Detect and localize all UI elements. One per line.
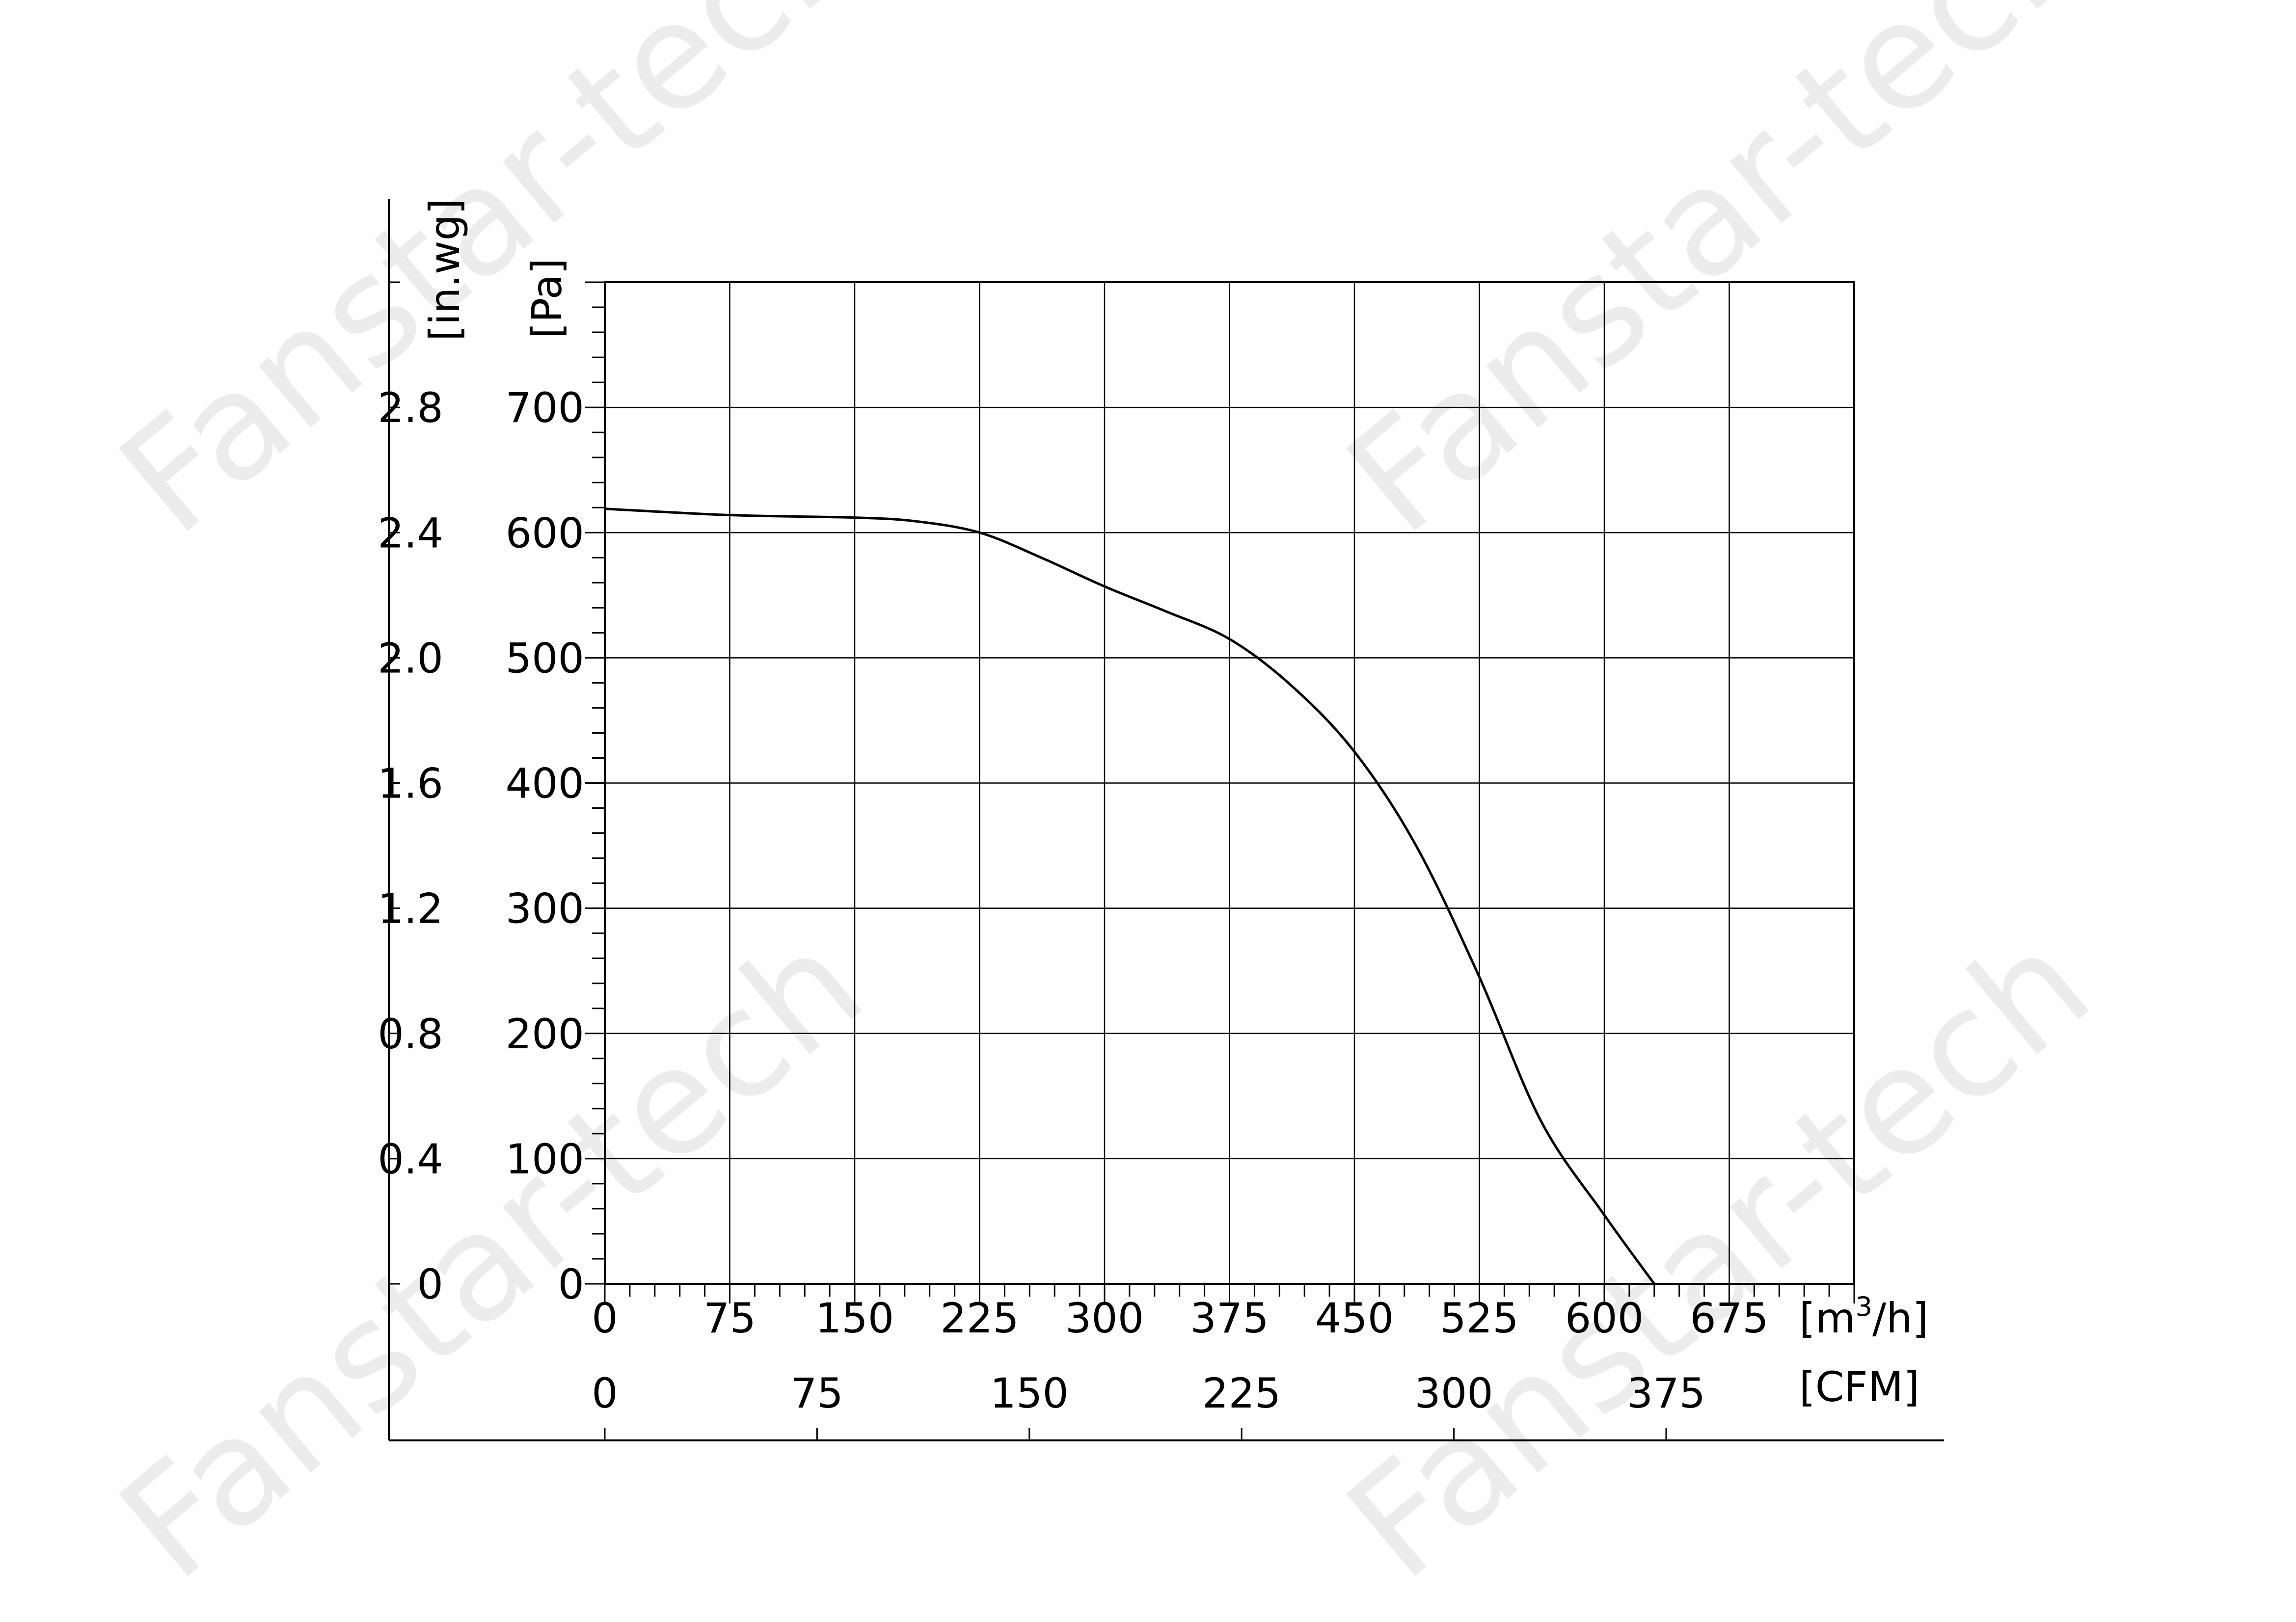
y-tick-label-pa: 600 (506, 509, 584, 557)
grid (605, 282, 1854, 1284)
x-tick-label-m3h: 375 (1190, 1294, 1269, 1342)
x-tick-label-cfm: 0 (592, 1369, 618, 1417)
x-tick-label-m3h: 675 (1690, 1294, 1768, 1342)
watermark-text: Fanstar-tech (89, 898, 893, 1612)
x-tick-label-m3h: 600 (1565, 1294, 1644, 1342)
x-tick-label-m3h: 225 (940, 1294, 1019, 1342)
x-tick-label-cfm: 300 (1414, 1369, 1493, 1417)
y-tick-label-inwg: 0.8 (378, 1010, 443, 1058)
y-tick-label-inwg: 1.6 (378, 760, 443, 808)
y-tick-label-pa: 400 (506, 760, 584, 808)
y-tick-label-inwg: 2.4 (378, 509, 443, 557)
y-tick-label-inwg: 2.8 (378, 384, 443, 432)
y-tick-label-pa: 0 (558, 1260, 584, 1308)
x-tick-label-m3h: 150 (815, 1294, 894, 1342)
y-tick-label-pa: 300 (506, 885, 584, 933)
watermark-text: Fanstar-tech (89, 0, 893, 566)
x-axis-unit-cfm: [CFM] (1799, 1363, 1919, 1411)
y-tick-label-inwg: 0.4 (378, 1135, 443, 1183)
x-tick-label-cfm: 75 (791, 1369, 843, 1417)
x-tick-label-m3h: 0 (592, 1294, 618, 1342)
y-tick-label-inwg: 0 (417, 1260, 443, 1308)
y-tick-label-pa: 200 (506, 1010, 584, 1058)
x-tick-label-m3h: 450 (1315, 1294, 1394, 1342)
watermark-text: Fanstar-tech (1316, 0, 2121, 566)
x-axis-unit-m3h: [m3/h] (1799, 1291, 1928, 1342)
x-tick-label-cfm: 225 (1202, 1369, 1281, 1417)
y-tick-label-pa: 100 (506, 1135, 584, 1183)
x-tick-label-cfm: 150 (990, 1369, 1069, 1417)
x-tick-label-m3h: 300 (1065, 1294, 1144, 1342)
y-axis-unit-inwg: [in.wg] (421, 198, 469, 341)
y-axis-unit-pa: [Pa] (523, 258, 571, 339)
watermark-text: Fanstar-tech (1316, 898, 2121, 1612)
y-tick-label-pa: 700 (506, 384, 584, 432)
x-tick-label-m3h: 75 (703, 1294, 756, 1342)
axis-ticks (389, 281, 1855, 1440)
y-tick-label-pa: 500 (506, 634, 584, 682)
y-tick-label-inwg: 1.2 (378, 885, 443, 933)
x-tick-label-cfm: 375 (1627, 1369, 1705, 1417)
performance-curve (604, 507, 1655, 1285)
curve-layer (604, 507, 1655, 1285)
axis-labels: 0 75 150 225 300 375 450 525 600 675 0 75 150 225 300 3… (378, 384, 1768, 1417)
x-tick-label-m3h: 525 (1440, 1294, 1518, 1342)
y-tick-label-inwg: 2.0 (378, 634, 443, 682)
